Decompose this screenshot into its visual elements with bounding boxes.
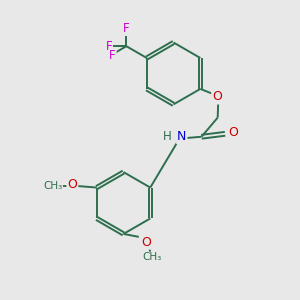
- Text: O: O: [67, 178, 77, 191]
- Text: F: F: [109, 49, 116, 62]
- Text: O: O: [228, 126, 238, 139]
- Text: F: F: [105, 40, 112, 53]
- Text: H: H: [163, 130, 172, 143]
- Text: O: O: [142, 236, 152, 249]
- Text: F: F: [123, 22, 130, 35]
- Text: N: N: [177, 130, 187, 143]
- Text: O: O: [212, 91, 222, 103]
- Text: CH₃: CH₃: [143, 253, 162, 262]
- Text: CH₃: CH₃: [43, 181, 62, 191]
